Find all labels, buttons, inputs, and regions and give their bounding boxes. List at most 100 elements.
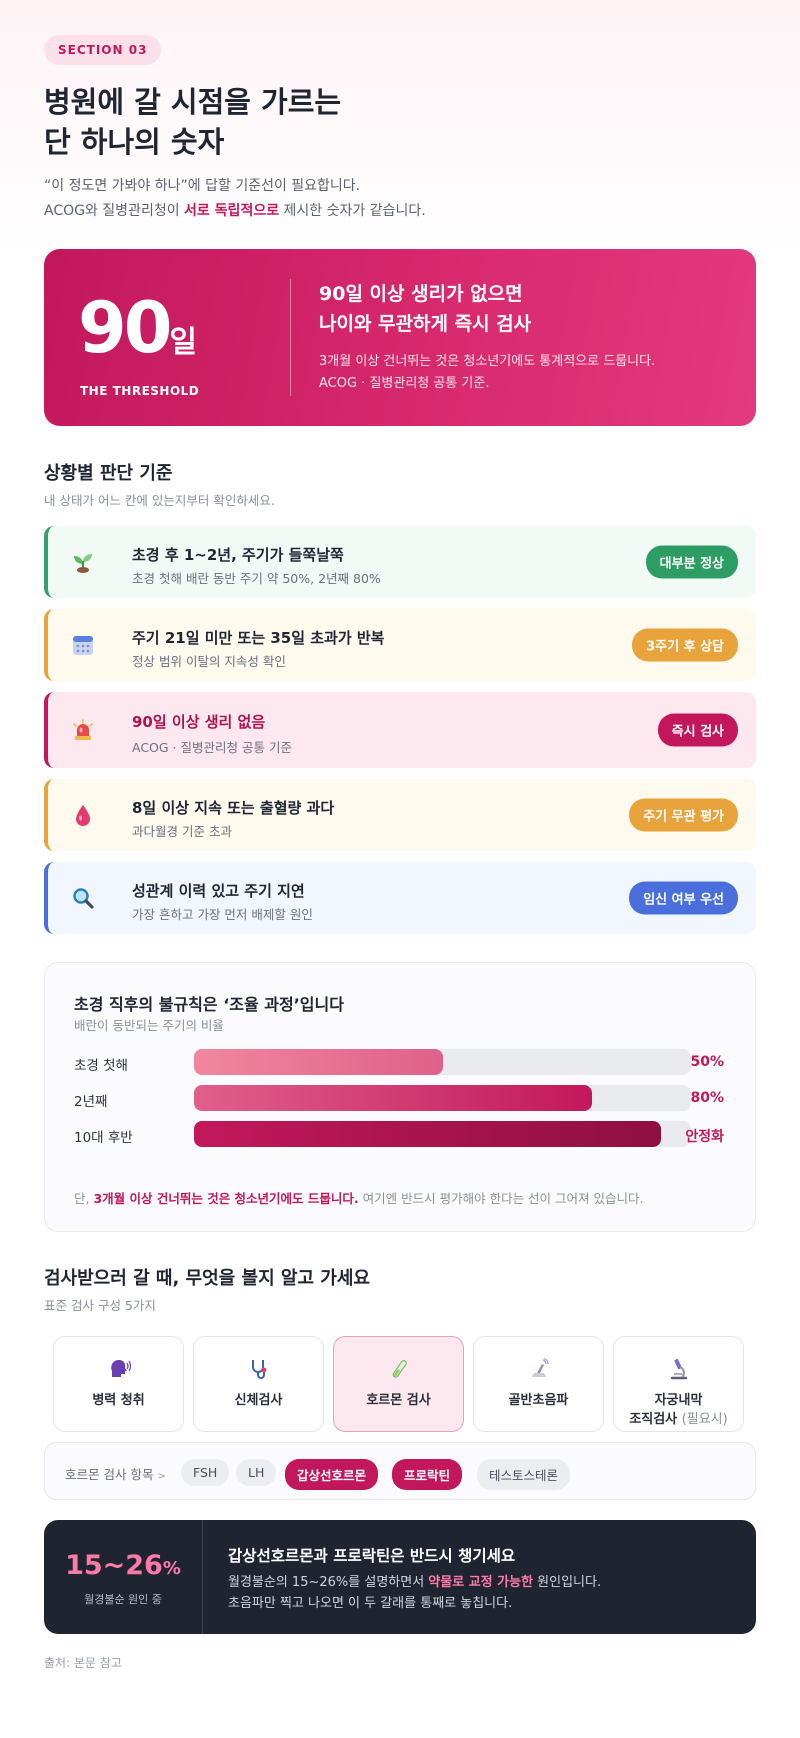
calendar-icon: [73, 636, 93, 655]
ratio-bar-fill: [194, 1121, 662, 1147]
callout-percent-caption: 월경불순 원인 중: [84, 1593, 162, 1606]
status-badge: 대부분 정상: [645, 545, 738, 579]
criteria-row-title: 8일 이상 지속 또는 출혈량 과다: [132, 799, 335, 817]
test-card-physical[interactable]: 신체검사: [193, 1336, 324, 1432]
ratio-bar-track: [194, 1121, 691, 1147]
criteria-section: 상황별 판단 기준 내 상태가 어느 칸에 있는지부터 확인하세요. 초경 후 …: [44, 459, 756, 934]
subtitle-text: 제시한 숫자가 같습니다.: [279, 203, 426, 219]
criteria-row-desc: 초경 첫해 배란 동반 주기 약 50%, 2년째 80%: [132, 571, 381, 586]
test-card-hormone[interactable]: 호르몬 검사: [333, 1336, 464, 1432]
section-label: SECTION 03: [44, 35, 162, 65]
callout-text: 월경불순의 15~26%를 설명하면서: [228, 1575, 429, 1590]
blood-drop-icon: [76, 805, 90, 826]
test-cards: 병력 청취 신체검사 호르몬 검사: [44, 1336, 756, 1432]
ratio-bar-value: 80%: [690, 1090, 724, 1106]
criteria-row-title: 초경 후 1~2년, 주기가 들쭉날쭉: [132, 546, 344, 564]
callout-line1: 월경불순의 15~26%를 설명하면서 약물로 교정 가능한 원인입니다.: [228, 1572, 601, 1593]
hero-title-line1: 90일 이상 생리가 없으면: [319, 283, 523, 305]
tests-title: 검사받으러 갈 때, 무엇을 볼지 알고 가세요: [44, 1268, 370, 1289]
ratio-bar-label: 초경 첫해: [74, 1058, 128, 1074]
callout-description: 월경불순의 15~26%를 설명하면서 약물로 교정 가능한 원인입니다. 초음…: [228, 1572, 601, 1614]
criteria-row-amenorrhea: 90일 이상 생리 없음 ACOG · 질병관리청 공통 기준 즉시 검사: [44, 692, 756, 768]
test-card-label: 자궁내막 조직검사 (필요시): [614, 1391, 743, 1429]
callout-percent: 15~26%: [44, 1550, 202, 1581]
hormone-chip-fsh: FSH: [181, 1459, 230, 1486]
criteria-row-desc: 가장 흔하고 가장 먼저 배제할 원인: [132, 907, 313, 922]
status-badge: 즉시 검사: [657, 713, 738, 747]
criteria-row-desc: 과다월경 기준 초과: [132, 824, 232, 839]
test-card-history[interactable]: 병력 청취: [53, 1336, 184, 1432]
speaking-head-icon: [110, 1360, 131, 1377]
hormone-chip-thyroid: 갑상선호르몬: [285, 1459, 379, 1490]
page-title-line1: 병원에 갈 시점을 가르는: [44, 85, 342, 119]
test-card-label: 골반초음파: [508, 1393, 569, 1408]
hero-desc-line2: ACOG · 질병관리청 공통 기준.: [319, 376, 490, 391]
ratio-bar-value: 50%: [690, 1054, 724, 1070]
optional-note: (필요시): [681, 1412, 728, 1427]
page-title-line2: 단 하나의 숫자: [44, 125, 225, 159]
stethoscope-icon: [251, 1360, 266, 1379]
source-note: 출처: 본문 참고: [44, 1656, 122, 1670]
criteria-title: 상황별 판단 기준: [44, 463, 173, 484]
hero-title-line2: 나이와 무관하게 즉시 검사: [319, 313, 532, 335]
test-card-biopsy[interactable]: 자궁내막 조직검사 (필요시): [613, 1336, 744, 1432]
subtitle-line2: ACOG와 질병관리청이 서로 독립적으로 제시한 숫자가 같습니다.: [44, 199, 756, 224]
note-text: 여기엔 반드시 평가해야 한다는 선이 그어져 있습니다.: [358, 1191, 644, 1206]
chevron-right-icon: >: [157, 1471, 166, 1482]
threshold-number-block: 90일 THE THRESHOLD: [78, 289, 238, 398]
ultrasound-icon: [531, 1357, 549, 1377]
criteria-row-title: 성관계 이력 있고 주기 지연: [132, 882, 305, 900]
ovulation-title: 초경 직후의 불규칙은 ‘조율 과정’입니다: [74, 995, 344, 1014]
criteria-row-pregnancy: 성관계 이력 있고 주기 지연 가장 흔하고 가장 먼저 배제할 원인 임신 여…: [44, 862, 756, 934]
threshold-hero-card: 90일 THE THRESHOLD 90일 이상 생리가 없으면 나이와 무관하…: [44, 249, 756, 426]
callout-divider: [202, 1520, 203, 1634]
ratio-bar-fill: [194, 1085, 592, 1111]
callout-percent-value: 15~26: [65, 1550, 163, 1581]
ovulation-ratio-card: 초경 직후의 불규칙은 ‘조율 과정’입니다 배란이 동반되는 주기의 비율 초…: [44, 962, 756, 1232]
threshold-unit: 일: [169, 325, 197, 360]
page-content: SECTION 03 병원에 갈 시점을 가르는 단 하나의 숫자 “이 정도면…: [44, 35, 756, 1671]
ratio-bar-label: 2년째: [74, 1094, 108, 1110]
microscope-icon: [670, 1358, 687, 1380]
criteria-row-menarche: 초경 후 1~2년, 주기가 들쭉날쭉 초경 첫해 배란 동반 주기 약 50%…: [44, 526, 756, 598]
hormone-chip-prolactin: 프로락틴: [392, 1459, 463, 1490]
ratio-bar-track: [194, 1049, 691, 1075]
hero-description: 3개월 이상 건너뛰는 것은 청소년기에도 통계적으로 드뭅니다. ACOG ·…: [319, 351, 729, 395]
test-card-ultrasound[interactable]: 골반초음파: [473, 1336, 604, 1432]
ratio-bar-row: 10대 후반 안정화: [74, 1121, 724, 1147]
ratio-bar-row: 2년째 80%: [74, 1085, 724, 1111]
threshold-number: 90일: [78, 289, 238, 382]
callout-percent-unit: %: [162, 1558, 181, 1579]
hormone-items-label-text: 호르몬 검사 항목: [65, 1467, 154, 1482]
hormone-items-label: 호르몬 검사 항목 >: [65, 1464, 166, 1483]
ratio-bar-label: 10대 후반: [74, 1130, 133, 1146]
test-card-label-line1: 자궁내막: [654, 1393, 703, 1408]
ratio-bar-value: 안정화: [685, 1129, 724, 1145]
hero-divider: [290, 279, 291, 396]
callout-text: 원인입니다.: [533, 1575, 602, 1590]
page-subtitle: “이 정도면 가봐야 하나”에 답할 기준선이 필요합니다. ACOG와 질병관…: [44, 174, 756, 224]
status-badge: 임신 여부 우선: [629, 881, 738, 915]
tests-subtitle: 표준 검사 구성 5가지: [44, 1298, 156, 1313]
ovulation-subtitle: 배란이 동반되는 주기의 비율: [74, 1018, 224, 1033]
subtitle-text: ACOG와 질병관리청이: [44, 203, 185, 219]
test-card-label: 병력 청취: [92, 1393, 145, 1408]
hormone-test-items: 호르몬 검사 항목 > FSH LH 갑상선호르몬 프로락틴 테스토스테론: [44, 1442, 756, 1500]
hormone-chip-testosterone: 테스토스테론: [477, 1459, 571, 1490]
criteria-row-cycle-length: 주기 21일 미만 또는 35일 초과가 반복 정상 범위 이탈의 지속성 확인…: [44, 609, 756, 681]
hormone-chip-lh: LH: [236, 1459, 277, 1486]
note-emphasis: 3개월 이상 건너뛰는 것은 청소년기에도 드뭅니다.: [93, 1191, 359, 1206]
criteria-row-heavy-bleeding: 8일 이상 지속 또는 출혈량 과다 과다월경 기준 초과 주기 무관 평가: [44, 779, 756, 851]
callout-line2: 초음파만 찍고 나오면 이 두 갈래를 통째로 놓칩니다.: [228, 1596, 513, 1611]
tests-section: 검사받으러 갈 때, 무엇을 볼지 알고 가세요 표준 검사 구성 5가지 병력…: [44, 1264, 756, 1500]
seedling-icon: [74, 554, 92, 573]
threshold-caption: THE THRESHOLD: [80, 384, 200, 398]
hero-desc-line1: 3개월 이상 건너뛰는 것은 청소년기에도 통계적으로 드뭅니다.: [319, 354, 656, 369]
ratio-bar-track: [194, 1085, 691, 1111]
callout-title: 갑상선호르몬과 프로락틴은 반드시 챙기세요: [228, 1547, 516, 1565]
magnifier-icon: [73, 888, 94, 909]
test-tube-icon: [392, 1360, 407, 1378]
hero-text: 90일 이상 생리가 없으면 나이와 무관하게 즉시 검사 3개월 이상 건너뛰…: [319, 279, 729, 395]
threshold-value: 90: [78, 287, 172, 369]
criteria-row-desc: 정상 범위 이탈의 지속성 확인: [132, 654, 286, 669]
